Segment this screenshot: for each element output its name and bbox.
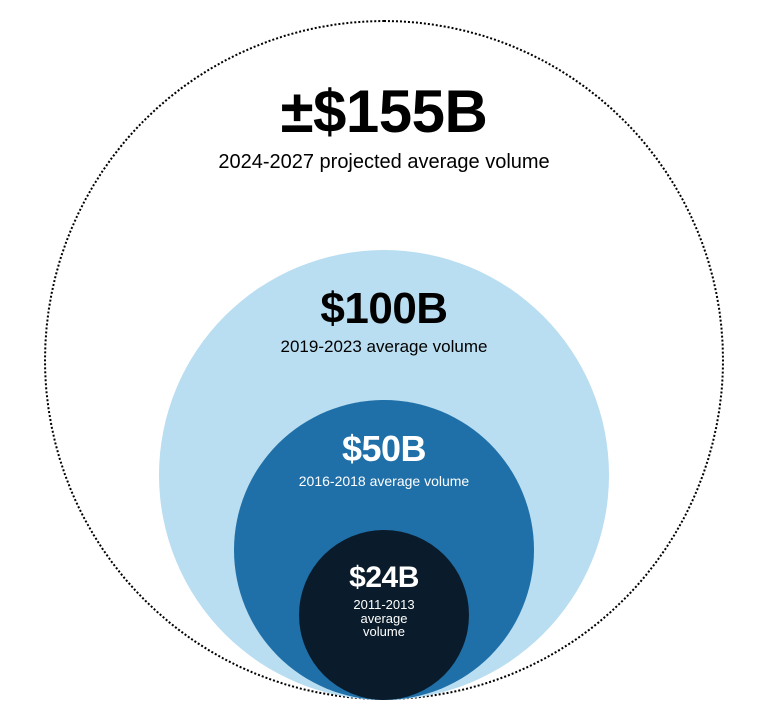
sublabel-light: 2019-2023 average volume <box>281 338 488 356</box>
sublabel-inner: 2011-2013 average volume <box>353 598 414 639</box>
value-inner: $24B <box>349 562 419 594</box>
value-outer: ±$155B <box>281 80 488 143</box>
sublabel-mid: 2016-2018 average volume <box>299 474 469 489</box>
value-light: $100B <box>320 286 447 332</box>
value-mid: $50B <box>342 430 426 468</box>
sublabel-outer: 2024-2027 projected average volume <box>218 152 549 173</box>
nested-circle-chart: ±$155B 2024-2027 projected average volum… <box>0 0 768 728</box>
